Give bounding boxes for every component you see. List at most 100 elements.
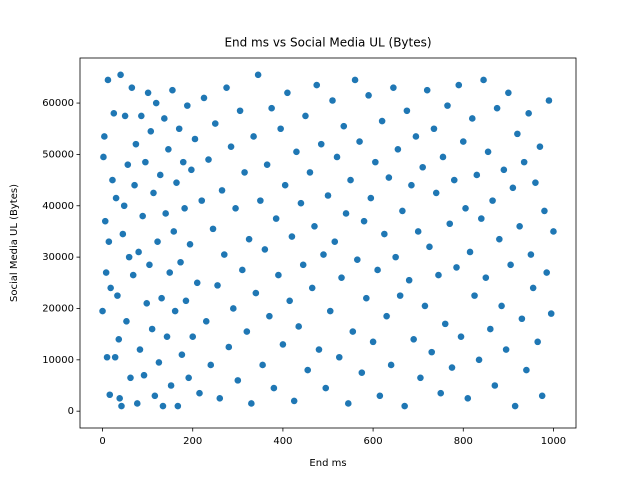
point — [186, 240, 194, 249]
point — [140, 371, 148, 380]
axes-frame — [79, 57, 577, 429]
point — [479, 76, 488, 84]
point — [360, 217, 368, 226]
point — [256, 196, 265, 205]
point — [335, 353, 344, 362]
point — [179, 158, 188, 167]
point — [466, 248, 474, 256]
point — [549, 227, 558, 236]
y-tick-label: 60000 — [42, 98, 74, 109]
point — [213, 281, 222, 290]
point — [229, 304, 238, 313]
point — [520, 158, 529, 167]
point — [475, 355, 483, 364]
point — [468, 114, 477, 123]
y-tick-label: 0 — [68, 406, 74, 417]
point — [141, 158, 150, 167]
point — [122, 317, 131, 326]
point — [195, 389, 204, 398]
point — [182, 296, 190, 305]
point — [403, 106, 411, 115]
point — [414, 227, 423, 236]
point — [165, 268, 174, 277]
point — [310, 222, 319, 231]
point — [351, 76, 359, 84]
point — [276, 124, 285, 133]
point — [506, 260, 515, 269]
point — [269, 384, 278, 392]
point — [405, 276, 414, 285]
y-tick-label: 10000 — [42, 355, 74, 366]
point — [333, 153, 341, 161]
point — [108, 176, 117, 184]
x-tick-label: 200 — [183, 436, 202, 447]
point — [369, 337, 377, 346]
point — [127, 83, 136, 92]
point — [98, 307, 107, 315]
point — [484, 147, 492, 156]
point — [303, 366, 312, 374]
point — [188, 332, 197, 341]
point — [227, 142, 235, 151]
point — [157, 294, 166, 303]
point — [470, 291, 479, 300]
point — [279, 340, 287, 349]
point — [330, 237, 339, 246]
point — [117, 402, 126, 410]
x-tick-label: 400 — [273, 436, 292, 447]
point — [238, 266, 247, 274]
point — [197, 196, 206, 205]
x-tick-label: 1000 — [541, 436, 566, 447]
y-tick-label: 40000 — [42, 201, 74, 212]
point — [502, 345, 511, 354]
point — [461, 204, 470, 213]
point — [348, 327, 357, 336]
point — [409, 335, 418, 344]
point — [511, 402, 520, 410]
point — [493, 104, 501, 113]
point — [123, 160, 132, 169]
point — [146, 127, 155, 136]
point — [142, 299, 151, 308]
point — [393, 145, 402, 154]
point — [130, 181, 139, 190]
point — [328, 96, 337, 105]
point — [400, 402, 409, 410]
point — [136, 345, 144, 354]
point — [421, 302, 429, 310]
point — [439, 153, 447, 161]
point — [236, 106, 244, 115]
point — [152, 99, 161, 107]
point — [240, 168, 249, 177]
point — [294, 322, 303, 331]
point — [251, 289, 260, 297]
chart-title: End ms vs Social Media UL (Bytes) — [224, 36, 431, 50]
point — [99, 153, 108, 161]
point — [301, 112, 310, 120]
point — [159, 402, 167, 410]
point — [389, 83, 398, 92]
point — [153, 237, 162, 246]
point — [180, 204, 189, 213]
point — [434, 271, 443, 279]
point — [176, 258, 185, 267]
point — [443, 101, 452, 110]
point — [115, 394, 124, 403]
point — [150, 391, 159, 400]
point — [265, 312, 274, 321]
point — [178, 350, 186, 359]
point — [463, 394, 472, 403]
point — [382, 312, 391, 321]
point — [324, 191, 332, 200]
point — [477, 214, 486, 223]
point — [366, 194, 375, 202]
point — [125, 253, 134, 262]
point — [267, 104, 276, 113]
point — [391, 253, 400, 262]
point — [378, 117, 387, 125]
point — [285, 296, 294, 305]
point — [168, 86, 177, 95]
x-tick-label: 600 — [364, 436, 383, 447]
point — [274, 271, 283, 279]
